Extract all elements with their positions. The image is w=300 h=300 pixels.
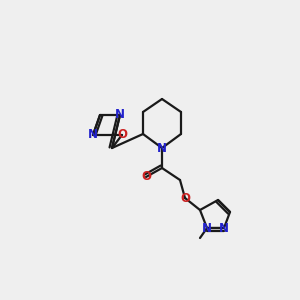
- Text: O: O: [141, 170, 151, 184]
- Text: N: N: [88, 128, 98, 142]
- Text: N: N: [115, 109, 125, 122]
- Text: N: N: [219, 221, 229, 235]
- Text: O: O: [117, 128, 127, 142]
- Text: O: O: [180, 191, 190, 205]
- Text: N: N: [202, 221, 212, 235]
- Text: N: N: [157, 142, 167, 154]
